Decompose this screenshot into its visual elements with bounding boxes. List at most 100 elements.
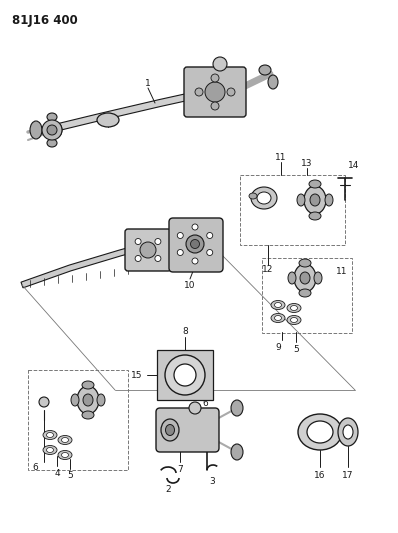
Ellipse shape [287, 316, 301, 325]
Circle shape [155, 255, 161, 262]
Text: 3: 3 [209, 478, 215, 487]
Text: 5: 5 [67, 472, 73, 481]
Ellipse shape [231, 400, 243, 416]
Ellipse shape [309, 180, 321, 188]
Circle shape [177, 249, 183, 255]
Circle shape [39, 397, 49, 407]
Circle shape [211, 74, 219, 82]
Ellipse shape [287, 303, 301, 312]
Ellipse shape [83, 394, 93, 406]
Ellipse shape [47, 125, 57, 135]
Ellipse shape [205, 82, 225, 102]
Ellipse shape [271, 313, 285, 322]
Ellipse shape [166, 424, 174, 435]
Ellipse shape [299, 289, 311, 297]
Ellipse shape [300, 272, 310, 284]
Text: 1: 1 [145, 78, 151, 87]
Text: 2: 2 [165, 486, 171, 495]
Ellipse shape [43, 431, 57, 440]
Ellipse shape [291, 305, 297, 311]
Text: 8: 8 [182, 327, 188, 335]
Text: 17: 17 [342, 472, 354, 481]
Text: 16: 16 [314, 472, 326, 481]
Circle shape [213, 57, 227, 71]
FancyBboxPatch shape [125, 229, 171, 271]
Text: 14: 14 [348, 160, 360, 169]
FancyBboxPatch shape [184, 67, 246, 117]
Ellipse shape [307, 421, 333, 443]
Ellipse shape [77, 386, 99, 414]
Ellipse shape [298, 414, 342, 450]
Ellipse shape [314, 272, 322, 284]
Ellipse shape [186, 235, 204, 253]
Ellipse shape [310, 194, 320, 206]
Text: 6: 6 [32, 464, 38, 472]
Ellipse shape [294, 264, 316, 292]
Ellipse shape [231, 444, 243, 460]
Circle shape [189, 402, 201, 414]
Text: 15: 15 [131, 370, 143, 379]
Ellipse shape [249, 193, 257, 199]
Bar [157, 350, 213, 400]
Polygon shape [21, 239, 161, 288]
Ellipse shape [52, 123, 62, 137]
Ellipse shape [191, 239, 199, 248]
Ellipse shape [97, 113, 119, 127]
Ellipse shape [30, 121, 42, 139]
Circle shape [155, 238, 161, 245]
Ellipse shape [62, 438, 68, 442]
Ellipse shape [47, 432, 53, 438]
Ellipse shape [97, 394, 105, 406]
Ellipse shape [309, 212, 321, 220]
Circle shape [192, 224, 198, 230]
Ellipse shape [47, 139, 57, 147]
Text: 10: 10 [184, 281, 196, 290]
Circle shape [211, 102, 219, 110]
Bar [28, 370, 128, 470]
Circle shape [207, 232, 213, 238]
Ellipse shape [304, 186, 326, 214]
Ellipse shape [275, 303, 281, 308]
FancyBboxPatch shape [156, 408, 219, 452]
Ellipse shape [338, 418, 358, 446]
Text: 81J16 400: 81J16 400 [12, 14, 78, 27]
Ellipse shape [275, 316, 281, 320]
Ellipse shape [82, 381, 94, 389]
Ellipse shape [58, 435, 72, 445]
Circle shape [135, 255, 141, 262]
Circle shape [174, 364, 196, 386]
Circle shape [207, 249, 213, 255]
Circle shape [177, 232, 183, 238]
Ellipse shape [161, 419, 179, 441]
FancyBboxPatch shape [169, 218, 223, 272]
Circle shape [135, 238, 141, 245]
Text: 4: 4 [54, 469, 60, 478]
Bar [262, 258, 352, 333]
Ellipse shape [271, 301, 285, 310]
Circle shape [165, 355, 205, 395]
Ellipse shape [268, 75, 278, 89]
Ellipse shape [343, 425, 353, 439]
Ellipse shape [140, 242, 156, 258]
Circle shape [192, 258, 198, 264]
Ellipse shape [288, 272, 296, 284]
Polygon shape [37, 88, 211, 135]
Ellipse shape [47, 448, 53, 453]
Ellipse shape [257, 192, 271, 204]
Text: 6: 6 [202, 400, 208, 408]
Text: 5: 5 [293, 344, 299, 353]
Text: 7: 7 [177, 465, 183, 474]
Circle shape [227, 88, 235, 96]
Ellipse shape [291, 318, 297, 322]
Text: 11: 11 [336, 268, 348, 277]
Ellipse shape [47, 113, 57, 121]
Ellipse shape [42, 120, 62, 140]
Ellipse shape [71, 394, 79, 406]
Ellipse shape [297, 194, 305, 206]
Text: 9: 9 [275, 343, 281, 351]
Text: 11: 11 [275, 152, 287, 161]
Ellipse shape [259, 65, 271, 75]
Ellipse shape [82, 411, 94, 419]
Text: 12: 12 [262, 265, 274, 274]
Bar [240, 175, 345, 245]
